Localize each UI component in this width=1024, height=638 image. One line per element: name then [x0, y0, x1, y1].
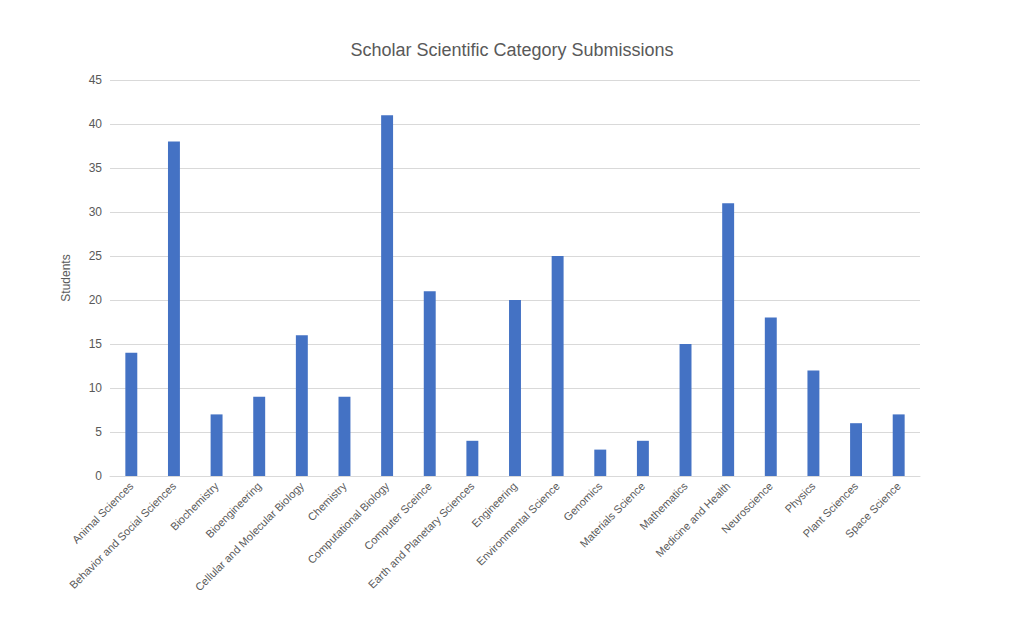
svg-text:40: 40: [89, 117, 103, 131]
svg-text:Earth and Planetary Sciences: Earth and Planetary Sciences: [366, 479, 477, 590]
svg-text:Neuroscience: Neuroscience: [719, 480, 775, 536]
svg-text:Cellular and Molecular Biology: Cellular and Molecular Biology: [193, 479, 307, 593]
svg-text:Materials Science: Materials Science: [577, 480, 647, 550]
svg-text:Genomics: Genomics: [561, 479, 605, 523]
svg-text:Environmental Science: Environmental Science: [474, 480, 562, 568]
svg-text:Computer Sceince: Computer Sceince: [361, 479, 434, 553]
svg-text:25: 25: [89, 249, 103, 263]
svg-text:Plant Sciences: Plant Sciences: [800, 479, 861, 540]
svg-text:Animal Sciences: Animal Sciences: [69, 479, 136, 546]
svg-text:Scholar Scientific Category Su: Scholar Scientific Category Submissions: [350, 40, 673, 60]
svg-text:Chemistry: Chemistry: [305, 479, 349, 523]
svg-text:Students: Students: [59, 254, 73, 301]
svg-text:5: 5: [95, 425, 102, 439]
svg-text:Computational Biology: Computational Biology: [305, 479, 392, 566]
svg-text:Bioengineering: Bioengineering: [203, 479, 264, 541]
svg-text:45: 45: [89, 73, 103, 87]
svg-text:Behavior and Social Sciences: Behavior and Social Sciences: [67, 479, 179, 591]
svg-text:20: 20: [89, 293, 103, 307]
svg-text:15: 15: [89, 337, 103, 351]
svg-text:10: 10: [89, 381, 103, 395]
svg-text:30: 30: [89, 205, 103, 219]
svg-text:Engineering: Engineering: [469, 479, 520, 530]
svg-text:Mathematics: Mathematics: [637, 479, 690, 533]
svg-text:Biochemistry: Biochemistry: [167, 479, 221, 533]
svg-text:0: 0: [95, 469, 102, 483]
svg-text:35: 35: [89, 161, 103, 175]
svg-text:Space Science: Space Science: [843, 480, 903, 540]
svg-text:Medicine and Health: Medicine and Health: [653, 480, 732, 559]
svg-text:Physics: Physics: [782, 479, 818, 515]
